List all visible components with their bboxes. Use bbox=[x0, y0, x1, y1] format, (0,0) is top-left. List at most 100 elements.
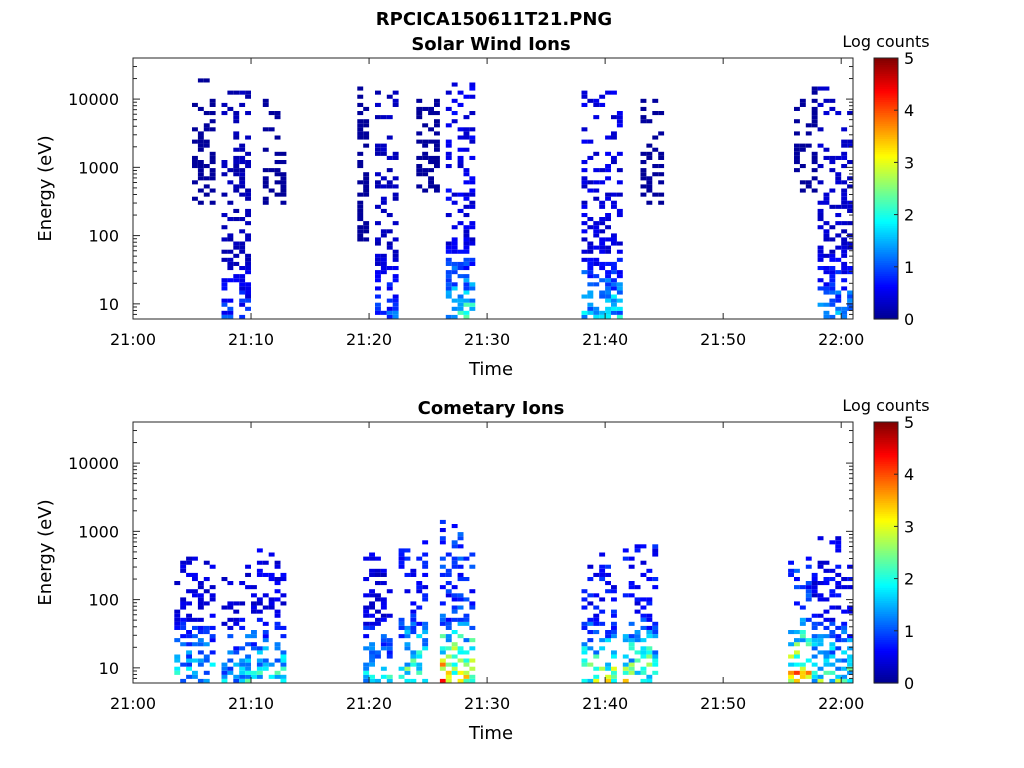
data-cell bbox=[197, 605, 204, 610]
data-cell bbox=[186, 630, 192, 635]
data-cell bbox=[251, 674, 257, 679]
data-cell bbox=[439, 621, 446, 626]
data-cell bbox=[811, 674, 818, 679]
data-cell bbox=[451, 237, 458, 242]
colorbar-segment bbox=[874, 212, 898, 216]
data-cell bbox=[823, 147, 830, 152]
data-cell bbox=[581, 229, 588, 234]
colorbar-segment bbox=[874, 669, 898, 673]
data-cell bbox=[380, 601, 387, 606]
data-cell bbox=[197, 168, 204, 173]
data-cell bbox=[587, 249, 594, 254]
data-cell bbox=[363, 613, 370, 618]
data-cell bbox=[817, 266, 824, 271]
data-cell bbox=[274, 597, 281, 602]
data-cell bbox=[445, 123, 452, 128]
data-cell bbox=[392, 294, 399, 299]
data-cell bbox=[841, 245, 848, 250]
data-cell bbox=[174, 670, 181, 675]
data-cell bbox=[262, 630, 269, 635]
colorbar-segment bbox=[874, 628, 898, 632]
colorbar-segment bbox=[874, 168, 898, 172]
data-cell bbox=[794, 670, 800, 675]
data-cell bbox=[203, 642, 210, 647]
data-cell bbox=[445, 294, 452, 299]
data-cell bbox=[847, 160, 853, 165]
colorbar-segment bbox=[874, 238, 898, 242]
colorbar-segment bbox=[874, 522, 898, 525]
data-cell bbox=[599, 204, 606, 209]
data-cell bbox=[469, 625, 476, 630]
data-cell bbox=[823, 98, 830, 103]
data-cell bbox=[611, 237, 617, 242]
colorbar-segment bbox=[874, 432, 898, 436]
data-cell bbox=[380, 597, 387, 602]
data-cell bbox=[357, 229, 364, 234]
data-cell bbox=[841, 127, 848, 132]
colorbar-segment bbox=[874, 86, 898, 90]
data-cell bbox=[280, 625, 287, 630]
colorbar-segment bbox=[874, 648, 898, 651]
colorbar-segment bbox=[874, 580, 898, 584]
data-cell bbox=[805, 180, 812, 185]
data-cell bbox=[262, 196, 269, 201]
data-cell bbox=[251, 642, 257, 647]
data-cell bbox=[251, 593, 257, 598]
data-cell bbox=[652, 654, 659, 659]
data-cell bbox=[799, 180, 806, 185]
data-cell bbox=[805, 585, 812, 590]
data-cell bbox=[392, 155, 399, 160]
data-cell bbox=[451, 540, 458, 545]
data-cell bbox=[392, 192, 399, 197]
data-cell bbox=[209, 111, 216, 116]
data-cell bbox=[611, 306, 617, 311]
colorbar-segment bbox=[874, 88, 898, 92]
colorbar-segment bbox=[874, 578, 898, 582]
data-cell bbox=[363, 106, 370, 111]
data-cell bbox=[587, 662, 594, 667]
colorbar-segment bbox=[874, 214, 898, 218]
data-cell bbox=[457, 164, 464, 169]
data-cell bbox=[445, 572, 452, 577]
data-cell bbox=[835, 270, 842, 275]
data-cell bbox=[457, 160, 464, 165]
data-cell bbox=[457, 634, 464, 639]
data-cell bbox=[380, 642, 387, 647]
data-cell bbox=[197, 581, 204, 586]
data-cell bbox=[209, 593, 216, 598]
data-cell bbox=[245, 233, 251, 238]
data-cell bbox=[463, 597, 470, 602]
data-cell bbox=[398, 560, 405, 565]
data-cell bbox=[817, 581, 824, 586]
data-cell bbox=[398, 625, 405, 630]
data-cell bbox=[799, 188, 806, 193]
data-cell bbox=[262, 634, 269, 639]
data-cell bbox=[375, 556, 381, 561]
data-cell bbox=[605, 581, 611, 586]
data-cell bbox=[375, 221, 381, 226]
data-cell bbox=[274, 670, 281, 675]
data-cell bbox=[794, 577, 800, 582]
data-cell bbox=[245, 213, 251, 218]
data-cell bbox=[363, 605, 370, 610]
data-cell bbox=[634, 634, 641, 639]
data-cell bbox=[245, 151, 251, 156]
data-cell bbox=[245, 160, 251, 165]
data-cell bbox=[611, 298, 617, 303]
colorbar-segment bbox=[874, 75, 898, 79]
data-cell bbox=[209, 98, 216, 103]
colorbar-segment bbox=[874, 630, 898, 634]
data-cell bbox=[398, 634, 405, 639]
data-cell bbox=[640, 119, 647, 124]
colorbar-segment bbox=[874, 197, 898, 200]
data-cell bbox=[463, 237, 470, 242]
data-cell bbox=[628, 564, 635, 569]
data-cell bbox=[587, 678, 594, 683]
data-cell bbox=[628, 638, 635, 643]
data-cell bbox=[251, 670, 257, 675]
data-cell bbox=[652, 98, 659, 103]
data-cell bbox=[611, 674, 617, 679]
data-cell bbox=[646, 674, 653, 679]
data-cell bbox=[847, 143, 853, 148]
data-cell bbox=[799, 674, 806, 679]
